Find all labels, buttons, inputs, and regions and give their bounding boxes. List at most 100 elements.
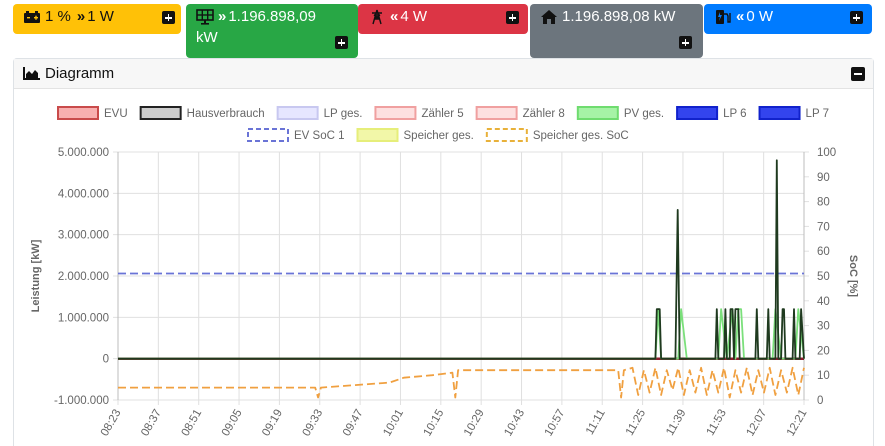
x-tick-label: 08:23: [99, 408, 124, 439]
chart-grid: [113, 151, 809, 405]
y-right-tick-label: 40: [817, 296, 830, 308]
grid-expand-icon[interactable]: [506, 11, 519, 24]
pv-expand-icon[interactable]: [335, 36, 348, 49]
pv-arrow-icon: »: [218, 8, 226, 25]
legend-swatch: [276, 106, 319, 120]
x-tick-label: 11:11: [584, 408, 608, 437]
x-tick-label: 11:39: [664, 408, 688, 438]
legend-swatch: [374, 106, 417, 120]
y-right-tick-label: 80: [817, 197, 830, 209]
lp-value: 0 W: [746, 8, 774, 25]
series-speicher-ges-soc: [118, 366, 805, 399]
legend-item-speicher-ges: Speicher ges.: [356, 128, 474, 142]
house-value: 1.196.898,08 kW: [562, 8, 676, 25]
chargepoint-tile[interactable]: « 0 W: [704, 4, 872, 34]
legend-item-speicher-ges-soc: Speicher ges. SoC: [485, 128, 629, 142]
x-tick-label: 12:07: [744, 408, 769, 439]
y-left-tick-label: 4.000.000: [58, 188, 109, 200]
house-expand-icon[interactable]: [679, 36, 692, 49]
legend-label: LP 6: [723, 108, 746, 120]
battery-tile[interactable]: 1 % » 1 W: [13, 4, 181, 34]
power-pylon-icon: [372, 9, 382, 24]
x-tick-label: 08:51: [180, 408, 205, 439]
legend-item-ev-soc-1: EV SoC 1: [247, 128, 345, 142]
grid-tile[interactable]: « 4 W: [358, 4, 528, 34]
battery-percent: 1 %: [45, 8, 71, 25]
y-right-tick-label: 50: [817, 271, 830, 283]
legend-swatch: [758, 106, 801, 120]
x-tick-label: 10:01: [381, 408, 406, 439]
battery-expand-icon[interactable]: [162, 11, 175, 24]
y-right-tick-label: 20: [817, 345, 830, 357]
pv-value: 1.196.898,09: [228, 8, 316, 25]
y-right-tick-label: 70: [817, 221, 830, 233]
chart-series: [118, 159, 805, 399]
y-left-axis-title: Leistung [kW]: [30, 239, 42, 312]
y-left-tick-label: 0: [103, 354, 109, 366]
pv-tile[interactable]: » 1.196.898,09 kW: [186, 4, 358, 58]
chart-axes: 08:23 08:37 08:51 09:05 09:19 09:33 09:47 10:01…: [30, 147, 859, 438]
series-pv-ges: [118, 308, 805, 360]
legend-label: Speicher ges. SoC: [533, 130, 629, 142]
y-right-tick-label: 0: [817, 395, 823, 407]
legend-swatch: [485, 128, 528, 142]
area-chart-icon: [23, 67, 40, 80]
legend-item-hausverbrauch: Hausverbrauch: [139, 106, 265, 120]
x-tick-label: 12:21: [785, 408, 810, 439]
legend-label: LP 7: [806, 108, 829, 120]
y-right-tick-label: 60: [817, 246, 830, 258]
card-header[interactable]: Diagramm: [14, 59, 873, 89]
solar-panel-icon: [196, 8, 214, 25]
minus-icon[interactable]: [851, 67, 865, 81]
y-right-tick-label: 10: [817, 370, 830, 382]
legend-item-pv-ges: PV ges.: [576, 106, 664, 120]
legend-swatch: [139, 106, 182, 120]
chart-legend: EVU Hausverbrauch LP ges. Zähler 5 Zähler 8 P…: [57, 106, 829, 142]
y-right-tick-label: 100: [817, 147, 836, 159]
lp-expand-icon[interactable]: [850, 11, 863, 24]
legend-item-lp-6: LP 6: [676, 106, 747, 120]
legend-swatch: [676, 106, 719, 120]
battery-icon: [24, 10, 40, 23]
y-right-tick-label: 90: [817, 172, 830, 184]
grid-value: 4 W: [400, 8, 428, 25]
y-left-tick-label: 5.000.000: [58, 147, 109, 159]
legend-label: Hausverbrauch: [187, 108, 265, 120]
x-tick-label: 11:53: [705, 408, 729, 438]
grid-arrow-icon: «: [390, 8, 398, 25]
x-tick-label: 08:37: [139, 408, 164, 439]
lp-arrow-icon: «: [736, 8, 744, 25]
x-tick-label: 10:43: [502, 408, 527, 439]
battery-power: 1 W: [87, 8, 114, 25]
charging-station-icon: [716, 9, 731, 24]
legend-label: Zähler 5: [421, 108, 463, 120]
legend-label: LP ges.: [324, 108, 363, 120]
legend-item-lp-7: LP 7: [758, 106, 829, 120]
x-tick-label: 09:19: [260, 408, 285, 439]
legend-label: Zähler 8: [523, 108, 565, 120]
y-right-tick-label: 30: [817, 321, 830, 333]
house-tile[interactable]: 1.196.898,08 kW: [530, 4, 703, 58]
legend-label: EVU: [104, 108, 128, 120]
x-tick-label: 09:47: [341, 408, 366, 439]
legend-label: Speicher ges.: [404, 130, 474, 142]
x-tick-label: 09:05: [220, 408, 245, 439]
legend-item-evu: EVU: [57, 106, 128, 120]
y-left-tick-label: 3.000.000: [58, 230, 109, 242]
chart-card: Diagramm: [13, 58, 874, 446]
y-left-tick-label: -1.000.000: [54, 395, 109, 407]
legend-swatch: [57, 106, 99, 120]
series-hausverbrauch: [118, 159, 805, 360]
legend-swatch: [247, 128, 289, 142]
legend-swatch: [475, 106, 518, 120]
home-icon: [541, 9, 557, 24]
legend-item-zähler-5: Zähler 5: [374, 106, 464, 120]
battery-arrow-icon: »: [76, 8, 85, 25]
pv-unit: kW: [196, 29, 218, 46]
legend-label: EV SoC 1: [294, 130, 345, 142]
x-tick-label: 11:25: [624, 408, 648, 438]
legend-label: PV ges.: [624, 108, 664, 120]
x-tick-label: 10:29: [462, 408, 487, 439]
legend-item-zähler-8: Zähler 8: [475, 106, 565, 120]
